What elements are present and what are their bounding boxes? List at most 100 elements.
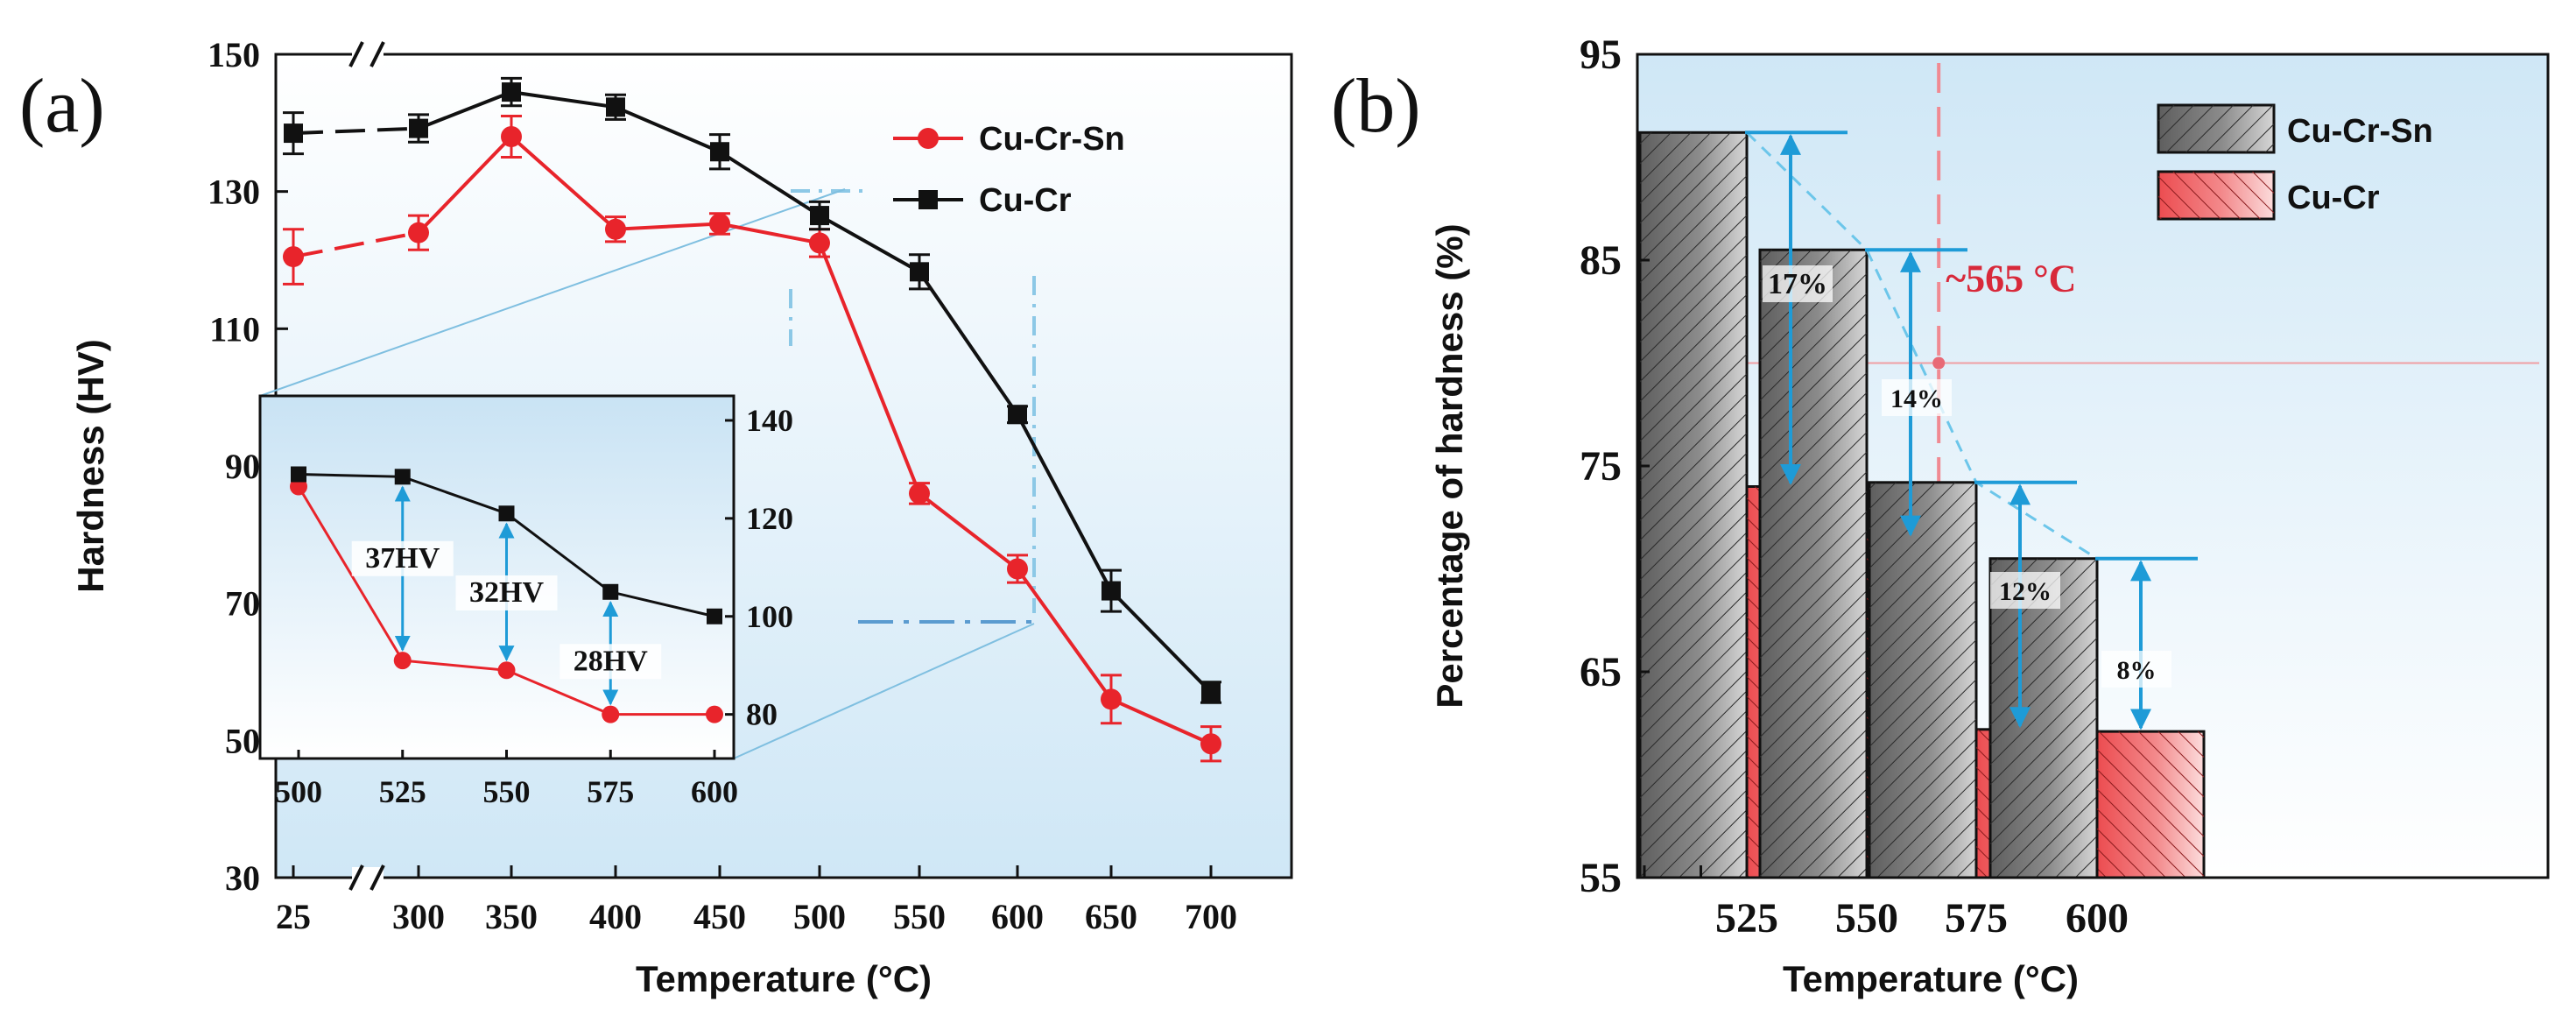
- point-cu-cr-sn: [501, 126, 522, 147]
- difference-label: 14%: [1890, 385, 1943, 413]
- y-tick-label: 90: [225, 447, 260, 486]
- point-cu-cr-sn: [909, 483, 930, 504]
- inset-x-tick-label: 575: [587, 774, 634, 809]
- point-cu-cr: [710, 142, 729, 162]
- y-tick-label: 85: [1580, 237, 1622, 284]
- difference-label: 12%: [1999, 577, 2052, 606]
- y-tick-label: 50: [225, 721, 260, 760]
- inset-x-tick-label: 600: [691, 774, 738, 809]
- axis-break-mark: [348, 41, 364, 67]
- y-tick-label: 30: [225, 858, 260, 898]
- y-tick-label: 75: [1580, 443, 1622, 490]
- legend-marker-cu-cr-sn: [918, 128, 939, 149]
- bar-cu-cr-sn-hatch: [1990, 558, 2097, 878]
- trend-line: [1745, 131, 2098, 561]
- point-cu-cr: [284, 123, 303, 144]
- y-tick-label: 150: [208, 35, 260, 74]
- x-tick-label: 525: [1715, 895, 1778, 942]
- x-tick-label: 350: [485, 897, 538, 936]
- axis-break-mark: [348, 864, 364, 891]
- inset-point-cu-cr-sn: [393, 652, 412, 670]
- y-tick-label: 95: [1580, 32, 1622, 78]
- x-tick-label: 450: [693, 897, 746, 936]
- x-tick-label: 300: [392, 897, 445, 936]
- point-cu-cr-sn: [709, 213, 730, 235]
- difference-label-bg: [1763, 265, 1833, 302]
- inset-x-tick-label: 500: [275, 774, 322, 809]
- point-cu-cr-sn: [1200, 733, 1221, 755]
- critical-point: [1932, 356, 1946, 370]
- x-tick-label: 575: [1945, 895, 2008, 942]
- inset-point-cu-cr: [602, 583, 619, 600]
- inset-point-cu-cr: [707, 608, 722, 624]
- point-cu-cr: [810, 206, 829, 226]
- x-tick-label: 650: [1085, 897, 1137, 936]
- legend-label-cu-cr-sn: Cu-Cr-Sn: [2287, 113, 2433, 150]
- inset-annotation-bg: [560, 644, 662, 680]
- inset-point-cu-cr: [291, 466, 306, 483]
- bar-cu-cr-sn-hatch: [1869, 482, 1976, 878]
- legend-marker-cu-cr: [918, 190, 938, 209]
- x-tick-label: 600: [2066, 895, 2129, 942]
- zoom-connector-bottom: [733, 623, 1035, 759]
- y-axis-label: Hardness (HV): [70, 339, 111, 592]
- inset-point-cu-cr: [394, 469, 411, 485]
- y-tick-label: 70: [225, 584, 260, 624]
- inset-point-cu-cr-sn: [706, 705, 723, 723]
- point-cu-cr: [1008, 405, 1027, 425]
- point-cu-cr: [606, 97, 625, 117]
- inset-x-tick-label: 550: [483, 774, 531, 809]
- x-tick-label: 400: [589, 897, 642, 936]
- y-tick-label: 55: [1580, 855, 1622, 901]
- x-tick-label: 550: [893, 897, 946, 936]
- point-cu-cr-sn: [605, 218, 626, 240]
- bar-cu-cr-sn-hatch: [1640, 132, 1747, 878]
- x-axis-label: Temperature (°C): [1783, 958, 2079, 999]
- inset-difference-label: 28HV: [574, 645, 648, 677]
- panel-label-b: (b): [1331, 64, 1421, 149]
- difference-label-bg: [1882, 379, 1952, 416]
- inset-point-cu-cr-sn: [497, 661, 516, 680]
- x-axis-label: Temperature (°C): [636, 958, 932, 999]
- inset-point-cu-cr: [498, 505, 515, 522]
- difference-label-bg: [1990, 572, 2060, 609]
- inset-y-tick-label: 100: [746, 599, 793, 634]
- legend-swatch-hatch-cu-cr: [2158, 172, 2274, 219]
- inset-x-tick-label: 525: [379, 774, 426, 809]
- x-tick-label: 550: [1835, 895, 1898, 942]
- inset-y-tick-label: 120: [746, 501, 793, 536]
- panel-b-percentage-bar-chart: 17% 14% 12% 8% ~565 °C 55 65 75 85 95 525 550 575 600…: [1331, 32, 2550, 999]
- point-cu-cr: [910, 262, 929, 282]
- legend-label-cu-cr: Cu-Cr: [2287, 180, 2380, 216]
- y-tick-label: 130: [208, 173, 260, 212]
- x-tick-label: 500: [793, 897, 846, 936]
- point-cu-cr: [409, 118, 428, 138]
- point-cu-cr: [1101, 581, 1121, 601]
- axis-break-mark: [370, 864, 385, 891]
- legend-label-cu-cr: Cu-Cr: [979, 182, 1072, 219]
- x-tick-label: 600: [991, 897, 1044, 936]
- y-tick-label: 65: [1580, 649, 1622, 695]
- legend-label-cu-cr-sn: Cu-Cr-Sn: [979, 121, 1125, 158]
- difference-label: 17%: [1768, 268, 1827, 300]
- point-cu-cr: [1201, 682, 1221, 702]
- point-cu-cr-sn: [408, 222, 429, 243]
- y-axis-label: Percentage of hardness (%): [1429, 223, 1470, 708]
- legend-swatch-hatch-cu-cr-sn: [2158, 105, 2274, 152]
- difference-label: 8%: [2117, 656, 2157, 685]
- inset-difference-label: 37HV: [365, 542, 440, 575]
- inset-point-cu-cr-sn: [602, 705, 620, 723]
- point-cu-cr: [502, 82, 521, 102]
- critical-temperature-label: ~565 °C: [1946, 257, 2076, 300]
- inset-annotation-bg: [351, 540, 454, 576]
- inset-y-tick-label: 80: [746, 697, 778, 732]
- series-cu-cr-dashed-segment: [292, 126, 419, 136]
- point-cu-cr-sn: [1007, 558, 1028, 580]
- x-tick-label: 700: [1185, 897, 1237, 936]
- panel-a-hardness-line-chart: 30 50 70 90 110 130 150 25 300 350 400 450 500 550 600…: [19, 35, 1293, 999]
- inset-y-tick-label: 140: [746, 403, 793, 438]
- point-cu-cr-sn: [1101, 688, 1122, 710]
- panel-label-a: (a): [19, 64, 105, 149]
- point-cu-cr-sn: [809, 232, 830, 254]
